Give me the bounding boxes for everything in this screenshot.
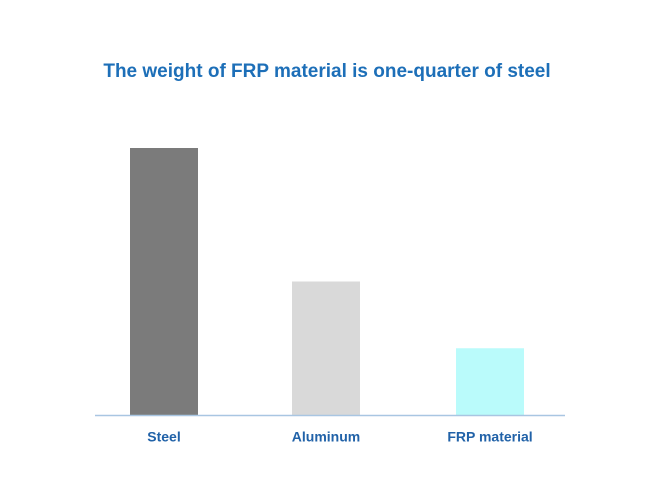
bar xyxy=(456,348,524,415)
x-tick-label: FRP material xyxy=(447,429,532,445)
x-tick-label: Steel xyxy=(147,429,180,445)
chart-title: The weight of FRP material is one-quarte… xyxy=(103,61,550,82)
bar xyxy=(130,148,198,415)
x-tick-label: Aluminum xyxy=(292,429,360,445)
bar xyxy=(292,281,360,415)
